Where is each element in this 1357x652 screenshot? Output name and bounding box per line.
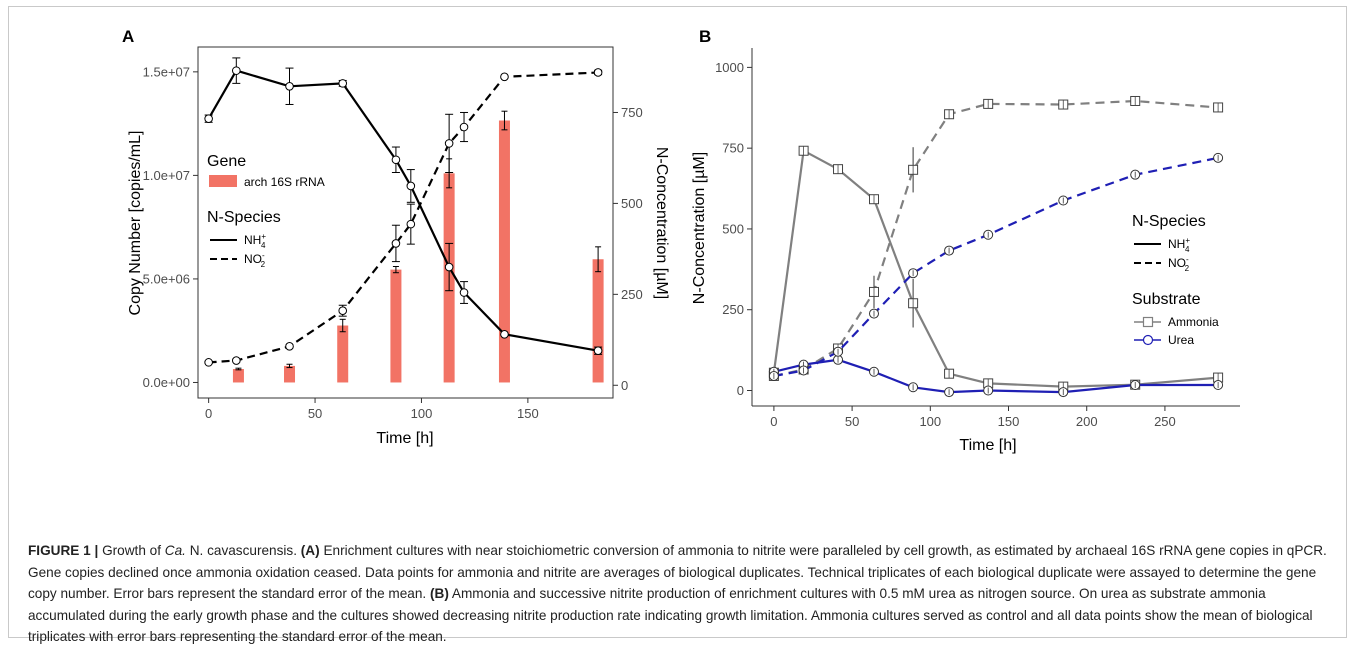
a-bar — [284, 365, 296, 383]
a-no2-point — [204, 358, 213, 367]
a-y-left-tick-label: 1.5e+07 — [143, 64, 190, 79]
panel-b-x-axis-label: Time [h] — [959, 437, 1016, 454]
panel-a-label: A — [122, 27, 134, 46]
legend-species-title: N-Species — [207, 209, 281, 226]
legend-no2-label: NO-2 — [244, 251, 266, 269]
panel-a-legend: Gene arch 16S rRNA N-Species NH+ 4 NO-2 — [207, 153, 325, 269]
a-y-left-tick-label: 5.0e+06 — [143, 271, 190, 286]
b-urea-no2-line — [773, 156, 1219, 378]
b-ammonia-nh4-line — [772, 148, 1219, 388]
a-bar — [498, 120, 510, 383]
a-no2-line — [208, 71, 599, 364]
b-y-tick-label: 1000 — [715, 60, 744, 75]
a-no2-point — [444, 139, 454, 148]
legend-b-substrate-title: Substrate — [1132, 291, 1201, 308]
a-bar — [390, 269, 402, 383]
a-nh4-point — [406, 181, 416, 191]
legend-gene-swatch — [209, 175, 237, 187]
panel-a-y-left-label: Copy Number [copies/mL] — [127, 131, 144, 316]
caption-a-text: Enrichment cultures with near stoichiome… — [28, 543, 1327, 601]
a-x-tick-label: 100 — [411, 406, 433, 421]
panel-a-lines — [204, 57, 603, 367]
legend-ammonia-label: Ammonia — [1168, 315, 1219, 329]
b-y-tick-label: 250 — [722, 302, 744, 317]
a-x-tick-label: 150 — [517, 406, 539, 421]
a-no2-point — [285, 342, 294, 351]
a-nh4-point — [593, 346, 603, 356]
legend-urea-label: Urea — [1168, 333, 1194, 347]
b-x-tick-label: 100 — [919, 414, 941, 429]
a-no2-point — [500, 72, 509, 82]
a-no2-point — [406, 219, 416, 229]
b-y-tick-label: 750 — [722, 141, 744, 156]
caption-b-text: Ammonia and successive nitrite productio… — [28, 586, 1313, 644]
a-no2-point — [593, 68, 603, 77]
panel-a: A 0 50 100 1500.0e+005.0e+061.0e+071.5e+070… — [122, 27, 670, 447]
b-x-tick-label: 200 — [1076, 414, 1098, 429]
a-x-tick-label: 0 — [205, 406, 212, 421]
caption-title-italic: Ca. — [164, 543, 186, 558]
b-x-tick-label: 250 — [1154, 414, 1176, 429]
b-x-tick-label: 0 — [770, 414, 777, 429]
a-no2-point — [232, 356, 241, 365]
panel-b-lines — [768, 95, 1224, 398]
caption-figure-label: FIGURE 1 | — [28, 543, 99, 558]
a-nh4-line — [207, 69, 599, 352]
panel-a-ticks: 0 50 100 150 0.0e+00 5.0e+06 1.0e+07 1.5e+07 0 25… — [143, 64, 643, 421]
b-y-tick-label: 500 — [722, 221, 744, 236]
panel-a-y-right-label: N-Concentration [µM] — [653, 147, 670, 299]
a-y-right-tick-label: 250 — [621, 287, 643, 302]
panel-b-label: B — [699, 27, 711, 46]
a-no2-point — [338, 306, 348, 316]
a-bar — [232, 369, 244, 383]
a-no2-point — [459, 122, 469, 132]
legend-gene-label: arch 16S rRNA — [244, 175, 325, 189]
legend-b-species-title: N-Species — [1132, 213, 1206, 230]
a-y-right-tick-label: 500 — [621, 196, 643, 211]
figure-caption: FIGURE 1 | Growth of Ca. N. cavascurensi… — [28, 540, 1328, 648]
a-nh4-point — [338, 79, 348, 88]
legend-urea-marker — [1142, 334, 1154, 346]
a-bar — [337, 325, 349, 383]
a-y-right-tick-label: 0 — [621, 378, 628, 393]
caption-title-pre: Growth of — [102, 543, 165, 558]
legend-b-nh4-label: NH+ 4 — [1168, 236, 1190, 254]
a-nh4-point — [459, 288, 469, 297]
panel-b-legend: N-Species NH+ 4 NO-2 Substrate Ammonia Ur… — [1132, 213, 1219, 347]
a-nh4-point — [232, 66, 241, 75]
a-y-left-tick-label: 0.0e+00 — [143, 375, 190, 390]
b-ammonia-no2-line — [773, 99, 1219, 378]
a-nh4-point — [444, 262, 454, 272]
panel-b-ticks: 0 50 100 150 200 250 0 250 500 750 1000 — [715, 48, 1240, 429]
b-x-tick-label: 50 — [845, 414, 859, 429]
caption-a-label: (A) — [300, 543, 320, 558]
a-y-right-tick-label: 750 — [621, 105, 643, 120]
panel-b: B 0 50 100 150 200 250 0 250 500 750 1000 Time [h]… — [691, 27, 1240, 454]
a-nh4-point — [391, 155, 401, 165]
legend-ammonia-marker — [1142, 316, 1154, 328]
a-y-left-tick-label: 1.0e+07 — [143, 168, 190, 183]
a-nh4-point — [285, 81, 294, 91]
caption-title-post: N. cavascurensis. — [185, 543, 297, 558]
legend-nh4-label: NH+ 4 — [244, 232, 266, 250]
panel-b-y-label: N-Concentration [µM] — [691, 152, 708, 304]
caption-b-label: (B) — [429, 586, 449, 601]
b-y-tick-label: 0 — [737, 383, 744, 398]
a-bar — [592, 259, 604, 383]
b-x-tick-label: 150 — [998, 414, 1020, 429]
a-nh4-point — [500, 330, 509, 339]
panel-a-x-axis-label: Time [h] — [376, 430, 433, 447]
panel-a-plot-area — [197, 46, 614, 399]
legend-gene-title: Gene — [207, 153, 246, 170]
legend-b-no2-label: NO-2 — [1168, 255, 1190, 273]
a-no2-point — [391, 239, 401, 248]
a-x-tick-label: 50 — [308, 406, 322, 421]
a-nh4-point — [204, 114, 213, 123]
